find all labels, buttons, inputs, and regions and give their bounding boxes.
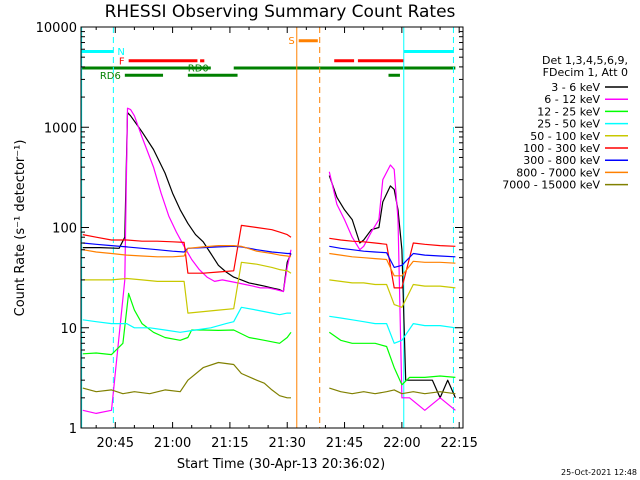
x-tick-label: 22:15 [440,436,477,451]
legend-label: 7000 - 15000 keV [502,179,600,192]
legend: Det 1,3,4,5,6,9,FDecim 1, Att 0 3 - 6 keV… [502,54,628,192]
flag-label-s: S [288,36,294,47]
series-line [82,245,456,277]
x-tick-label: 22:00 [383,436,420,451]
legend-label: 25 - 50 keV [537,118,600,131]
legend-label: 6 - 12 keV [544,93,600,106]
x-axis-title: Start Time (30-Apr-13 20:36:02) [177,457,385,472]
y-axis-title: Count Rate (s⁻¹ detector⁻¹) [13,140,28,317]
y-tick-label: 1000 [44,121,77,136]
legend-label: 3 - 6 keV [551,81,600,94]
flag-label-rd6: RD6 [100,71,121,82]
legend-header: FDecim 1, Att 0 [543,66,628,79]
flag-label-n: N [117,47,124,58]
legend-header: Det 1,3,4,5,6,9, [542,54,628,67]
x-tick-label: 21:30 [268,436,305,451]
legend-label: 50 - 100 keV [530,130,600,143]
x-tick-label: 21:45 [326,436,363,451]
series-line [82,112,456,399]
time-markers [81,27,454,428]
legend-label: 300 - 800 keV [523,154,600,167]
x-tick-label: 20:45 [97,436,134,451]
x-tick-label: 21:00 [154,436,191,451]
series-line [82,107,456,414]
legend-label: 800 - 7000 keV [516,166,600,179]
series-line [82,306,456,344]
series-line [82,224,456,289]
flag-bars: NF RD0 RD6 S [81,36,456,82]
y-tick-label: 10 [60,322,77,337]
y-tick-label: 10000 [36,21,77,36]
y-tick-label: 100 [52,222,77,237]
series-line [82,361,456,399]
y-tick-label: 1 [69,422,77,437]
axes: 20:45 21:00 21:15 21:30 21:45 22:00 22:15 1 10 10… [36,21,478,451]
series-lines [82,107,456,414]
date-stamp: 25-Oct-2021 12:48 [561,468,637,477]
series-line [82,292,456,386]
chart-title: RHESSI Observing Summary Count Rates [105,2,456,22]
flag-label-f: F [119,56,125,67]
legend-label: 12 - 25 keV [537,105,600,118]
flag-label-rd0: RD0 [188,63,209,74]
legend-label: 100 - 300 keV [523,142,600,155]
x-tick-label: 21:15 [211,436,248,451]
series-line [82,261,456,314]
